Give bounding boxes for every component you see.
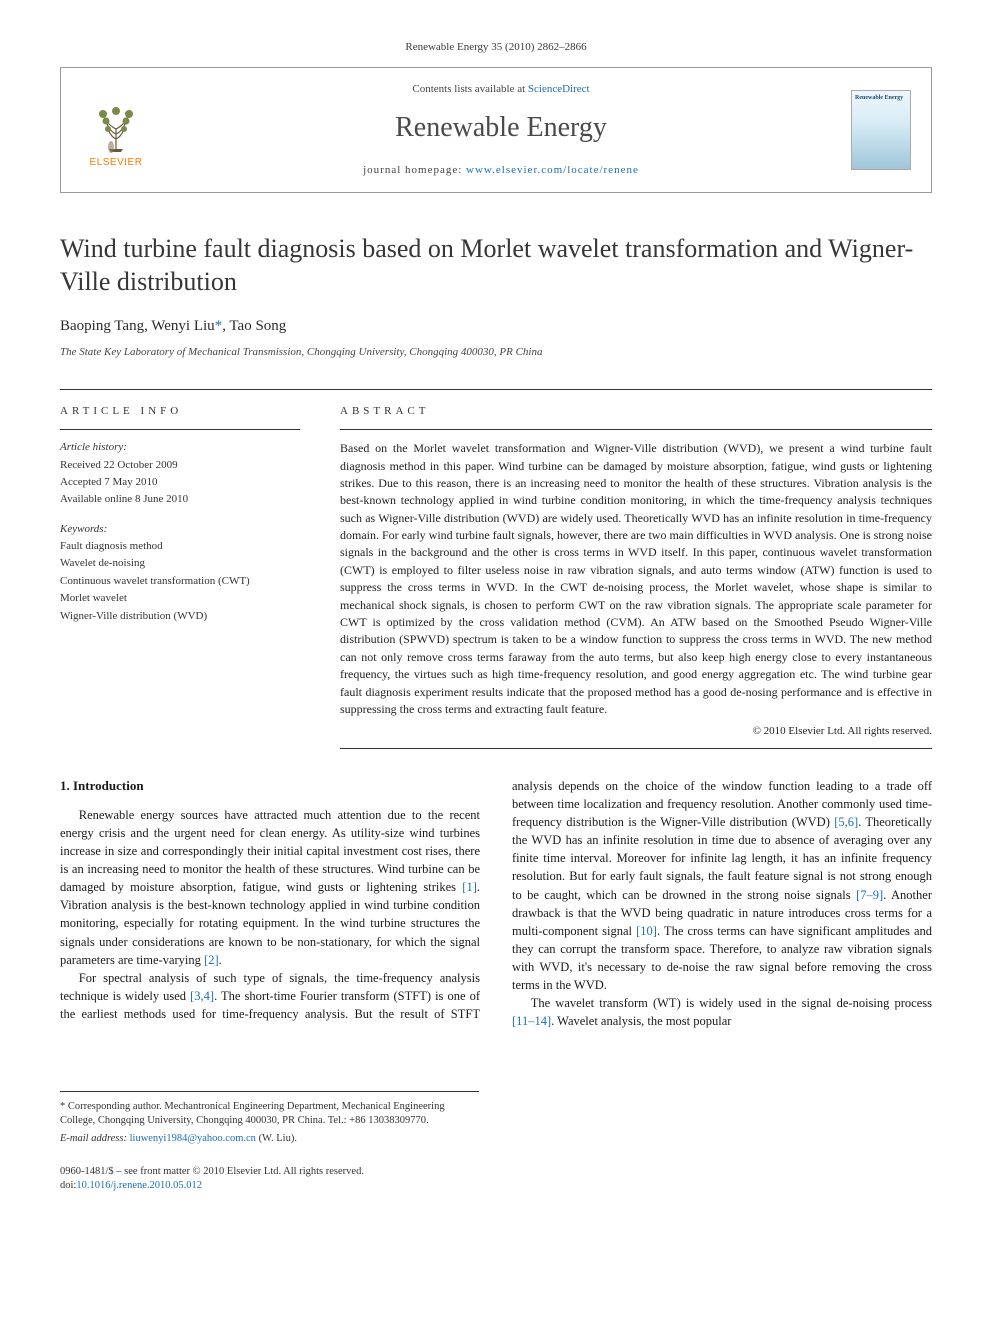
keyword: Morlet wavelet (60, 591, 300, 606)
header-center: Contents lists available at ScienceDirec… (151, 82, 851, 178)
author-names-1: Baoping Tang, Wenyi Liu (60, 318, 215, 334)
homepage-prefix: journal homepage: (363, 164, 466, 176)
journal-cover-thumbnail: Renewable Energy (851, 90, 911, 170)
page: Renewable Energy 35 (2010) 2862–2866 ELS… (0, 0, 992, 1234)
journal-homepage: journal homepage: www.elsevier.com/locat… (151, 163, 851, 178)
keyword: Wavelet de-noising (60, 556, 300, 571)
footnotes: * Corresponding author. Mechantronical E… (60, 1091, 479, 1147)
email-link[interactable]: liuwenyi1984@yahoo.com.cn (130, 1133, 256, 1144)
contents-available: Contents lists available at ScienceDirec… (151, 82, 851, 97)
cover-title: Renewable Energy (855, 94, 907, 102)
citation-link[interactable]: [2] (204, 953, 219, 967)
doi-link[interactable]: 10.1016/j.renene.2010.05.012 (76, 1180, 202, 1191)
citation-line: Renewable Energy 35 (2010) 2862–2866 (60, 40, 932, 55)
abstract-text: Based on the Morlet wavelet transformati… (340, 440, 932, 718)
citation-link[interactable]: [1] (462, 880, 477, 894)
received-date: Received 22 October 2009 (60, 458, 300, 473)
sciencedirect-link[interactable]: ScienceDirect (528, 83, 590, 95)
publisher-logo: ELSEVIER (81, 90, 151, 170)
citation-link[interactable]: [10] (636, 924, 657, 938)
article-info-box: ARTICLE INFO Article history: Received 2… (60, 389, 300, 749)
doi-prefix: doi: (60, 1180, 76, 1191)
article-title: Wind turbine fault diagnosis based on Mo… (60, 233, 932, 298)
citation-link[interactable]: [7–9] (856, 888, 883, 902)
section-heading: 1. Introduction (60, 777, 480, 796)
publisher-name: ELSEVIER (90, 156, 143, 170)
citation-link[interactable]: [3,4] (190, 989, 214, 1003)
abstract-box: ABSTRACT Based on the Morlet wavelet tra… (340, 389, 932, 749)
journal-header-box: ELSEVIER Contents lists available at Sci… (60, 67, 932, 193)
abstract-copyright: © 2010 Elsevier Ltd. All rights reserved… (340, 724, 932, 739)
accepted-date: Accepted 7 May 2010 (60, 475, 300, 490)
body-paragraph: The wavelet transform (WT) is widely use… (512, 994, 932, 1030)
keywords-label: Keywords: (60, 522, 300, 537)
email-label: E-mail address: (60, 1133, 130, 1144)
author-names-2: , Tao Song (222, 318, 286, 334)
body-text: . (219, 953, 222, 967)
email-suffix: (W. Liu). (256, 1133, 297, 1144)
keyword: Wigner-Ville distribution (WVD) (60, 609, 300, 624)
online-date: Available online 8 June 2010 (60, 492, 300, 507)
article-info-heading: ARTICLE INFO (60, 404, 300, 419)
body-paragraph: Renewable energy sources have attracted … (60, 806, 480, 969)
elsevier-tree-icon (91, 99, 141, 154)
body-text: The wavelet transform (WT) is widely use… (531, 996, 932, 1010)
front-matter-line: 0960-1481/$ – see front matter © 2010 El… (60, 1165, 932, 1180)
body-text: . Wavelet analysis, the most popular (551, 1014, 731, 1028)
body-columns: 1. Introduction Renewable energy sources… (60, 777, 932, 1031)
keyword: Continuous wavelet transformation (CWT) (60, 574, 300, 589)
doi-line: doi:10.1016/j.renene.2010.05.012 (60, 1179, 932, 1194)
history-label: Article history: (60, 440, 300, 455)
page-footer: 0960-1481/$ – see front matter © 2010 El… (60, 1165, 932, 1194)
citation-link[interactable]: [11–14] (512, 1014, 551, 1028)
contents-prefix: Contents lists available at (412, 83, 527, 95)
homepage-link[interactable]: www.elsevier.com/locate/renene (466, 164, 639, 176)
keyword: Fault diagnosis method (60, 539, 300, 554)
abstract-heading: ABSTRACT (340, 404, 932, 419)
email-line: E-mail address: liuwenyi1984@yahoo.com.c… (60, 1132, 479, 1147)
affiliation: The State Key Laboratory of Mechanical T… (60, 345, 932, 360)
body-text: Renewable energy sources have attracted … (60, 808, 480, 895)
citation-link[interactable]: [5,6] (834, 815, 858, 829)
journal-name: Renewable Energy (151, 108, 851, 147)
info-abstract-row: ARTICLE INFO Article history: Received 2… (60, 389, 932, 749)
corresponding-author-note: * Corresponding author. Mechantronical E… (60, 1100, 479, 1129)
authors: Baoping Tang, Wenyi Liu*, Tao Song (60, 316, 932, 337)
